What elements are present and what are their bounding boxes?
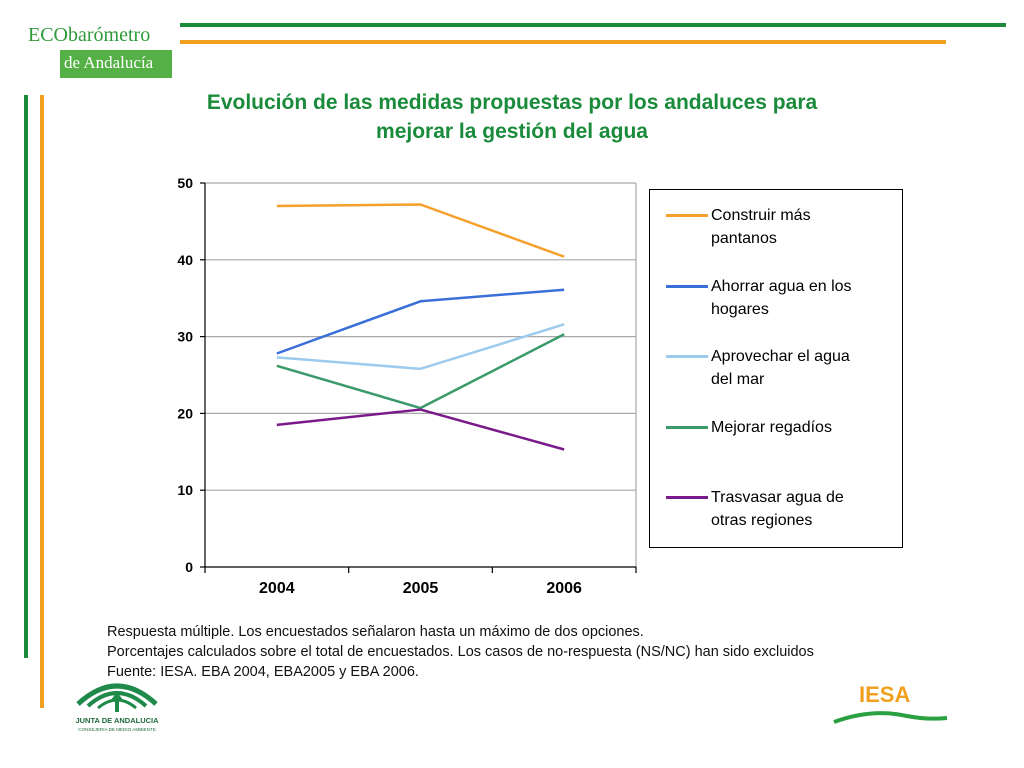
line-chart: 0 10 20 30 40 50 2004 2005 2006 (177, 175, 637, 597)
legend-label-line: Construir más (711, 207, 811, 224)
legend-label-3: Mejorar regadíos (711, 416, 901, 439)
logo-eco: ECO (28, 24, 68, 46)
legend-swatch-1 (666, 285, 708, 288)
junta-dept: CONSEJERIA DE MEDIO AMBIENTE (78, 727, 156, 732)
chart-title-line1: Evolución de las medidas propuestas por … (206, 91, 818, 114)
y-tick-label-0: 0 (185, 559, 193, 575)
legend-swatch-2 (666, 355, 708, 358)
series-line-1 (276, 288, 565, 355)
chart-notes: Respuesta múltiple. Los encuestados seña… (107, 622, 987, 682)
y-tick-label-30: 30 (177, 329, 193, 345)
junta-emblem-icon: JUNTA DE ANDALUCIA CONSEJERIA DE MEDIO A… (75, 683, 159, 732)
logo-subtitle: de Andalucía (64, 53, 154, 72)
legend-label-line: Ahorrar agua en los (711, 278, 852, 295)
legend-label-line: Aprovechar el agua (711, 348, 850, 365)
chart-title-line2: mejorar la gestión del agua (376, 120, 648, 143)
iesa-text: IESA (859, 682, 910, 707)
logo-band (60, 50, 172, 78)
junta-name: JUNTA DE ANDALUCIA (75, 716, 159, 725)
y-tick-label-40: 40 (177, 252, 193, 268)
left-orange-line (40, 95, 44, 708)
legend-label-line: pantanos (711, 230, 777, 247)
series-line-4 (276, 408, 565, 451)
legend-label-2: Aprovechar el agua del mar (711, 345, 901, 391)
legend-label-4: Trasvasar agua de otras regiones (711, 486, 901, 532)
x-tick-label-2004: 2004 (259, 580, 295, 597)
logo-barometro: barómetro (68, 24, 151, 46)
note-source: Fuente: IESA. EBA 2004, EBA2005 y EBA 20… (107, 664, 419, 680)
header-green-line (180, 23, 1006, 27)
header-orange-line (180, 40, 946, 44)
iesa-logo-icon: IESA (833, 682, 948, 724)
legend-label-line: otras regiones (711, 512, 813, 529)
legend-label-line: Trasvasar agua de (711, 489, 844, 506)
series-line-3 (276, 333, 565, 410)
series-line-2 (276, 323, 565, 371)
note-line-2: Porcentajes calculados sobre el total de… (107, 644, 814, 660)
legend-label-line: hogares (711, 301, 769, 318)
legend-label-1: Ahorrar agua en los hogares (711, 275, 901, 321)
series-line-0 (276, 203, 565, 258)
left-green-line (24, 95, 28, 658)
legend-label-0: Construir más pantanos (711, 204, 901, 250)
y-tick-label-20: 20 (177, 405, 193, 421)
legend-swatch-0 (666, 214, 708, 217)
iesa-logo: IESA (832, 678, 952, 728)
legend-swatch-4 (666, 496, 708, 499)
x-tick-label-2005: 2005 (403, 580, 439, 597)
junta-andalucia-logo: JUNTA DE ANDALUCIA CONSEJERIA DE MEDIO A… (70, 670, 165, 736)
ecobarometro-logo: ECObarómetro de Andalucía (22, 20, 172, 78)
y-tick-label-10: 10 (177, 482, 193, 498)
chart-title: Evolución de las medidas propuestas por … (100, 88, 924, 146)
x-tick-label-2006: 2006 (546, 580, 582, 597)
legend-label-line: del mar (711, 371, 765, 388)
legend-label-line: Mejorar regadíos (711, 419, 832, 436)
y-tick-label-50: 50 (177, 175, 193, 191)
chart-legend: Construir más pantanos Ahorrar agua en los… (649, 189, 903, 548)
legend-swatch-3 (666, 426, 708, 429)
note-line-1: Respuesta múltiple. Los encuestados seña… (107, 624, 644, 640)
logo-text-eco: ECObarómetro (28, 24, 150, 47)
